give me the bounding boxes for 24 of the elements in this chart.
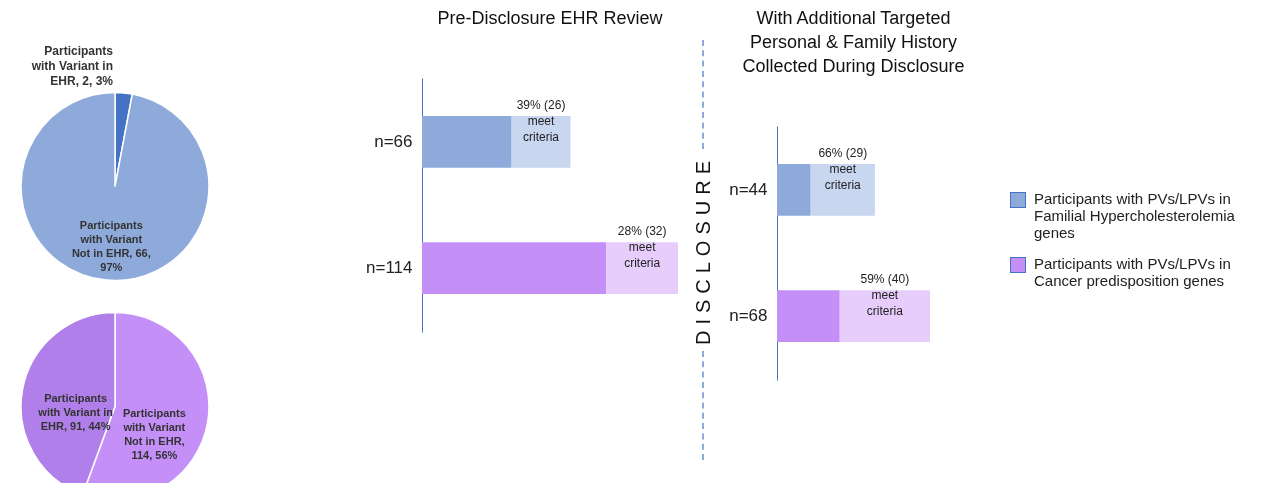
slice-label: Participants with Variant Not in EHR, 66, 97% [71, 219, 151, 274]
y-tick-label: n=66 [374, 131, 413, 151]
bar [422, 115, 512, 168]
slice-label: Participants with Variant in EHR, 2, 3% [30, 44, 114, 88]
bar [839, 290, 930, 343]
chart-title: With Additional Targeted Personal & Family History Collected During Disclosure [742, 8, 965, 76]
bar [606, 242, 678, 295]
y-tick-label: n=68 [729, 306, 768, 326]
slice-label: Participants with Variant Not in EHR, 114, 56% [122, 406, 186, 461]
category-label: Participants with PVs/LPVs in Familial Hypercholesterolemia genes [1034, 190, 1236, 241]
bar [422, 242, 607, 295]
bar [777, 163, 811, 216]
annotation: 59% (40) meet criteria [860, 272, 910, 319]
category-label: Participants with PVs/LPVs in Cancer predisposition genes [1034, 255, 1232, 289]
annotation: 39% (26) meet criteria [516, 97, 566, 144]
y-tick-label: n=44 [729, 179, 768, 199]
pie-slice [20, 91, 210, 282]
bar [810, 163, 875, 216]
y-tick-label: n=114 [366, 258, 413, 278]
chart-title: Pre-Disclosure EHR Review [437, 8, 664, 28]
annotation: 28% (32) meet criteria [617, 224, 667, 271]
bar [777, 290, 840, 343]
text: DISCLOSURE [691, 154, 715, 347]
annotation: 66% (29) meet criteria [818, 145, 868, 192]
